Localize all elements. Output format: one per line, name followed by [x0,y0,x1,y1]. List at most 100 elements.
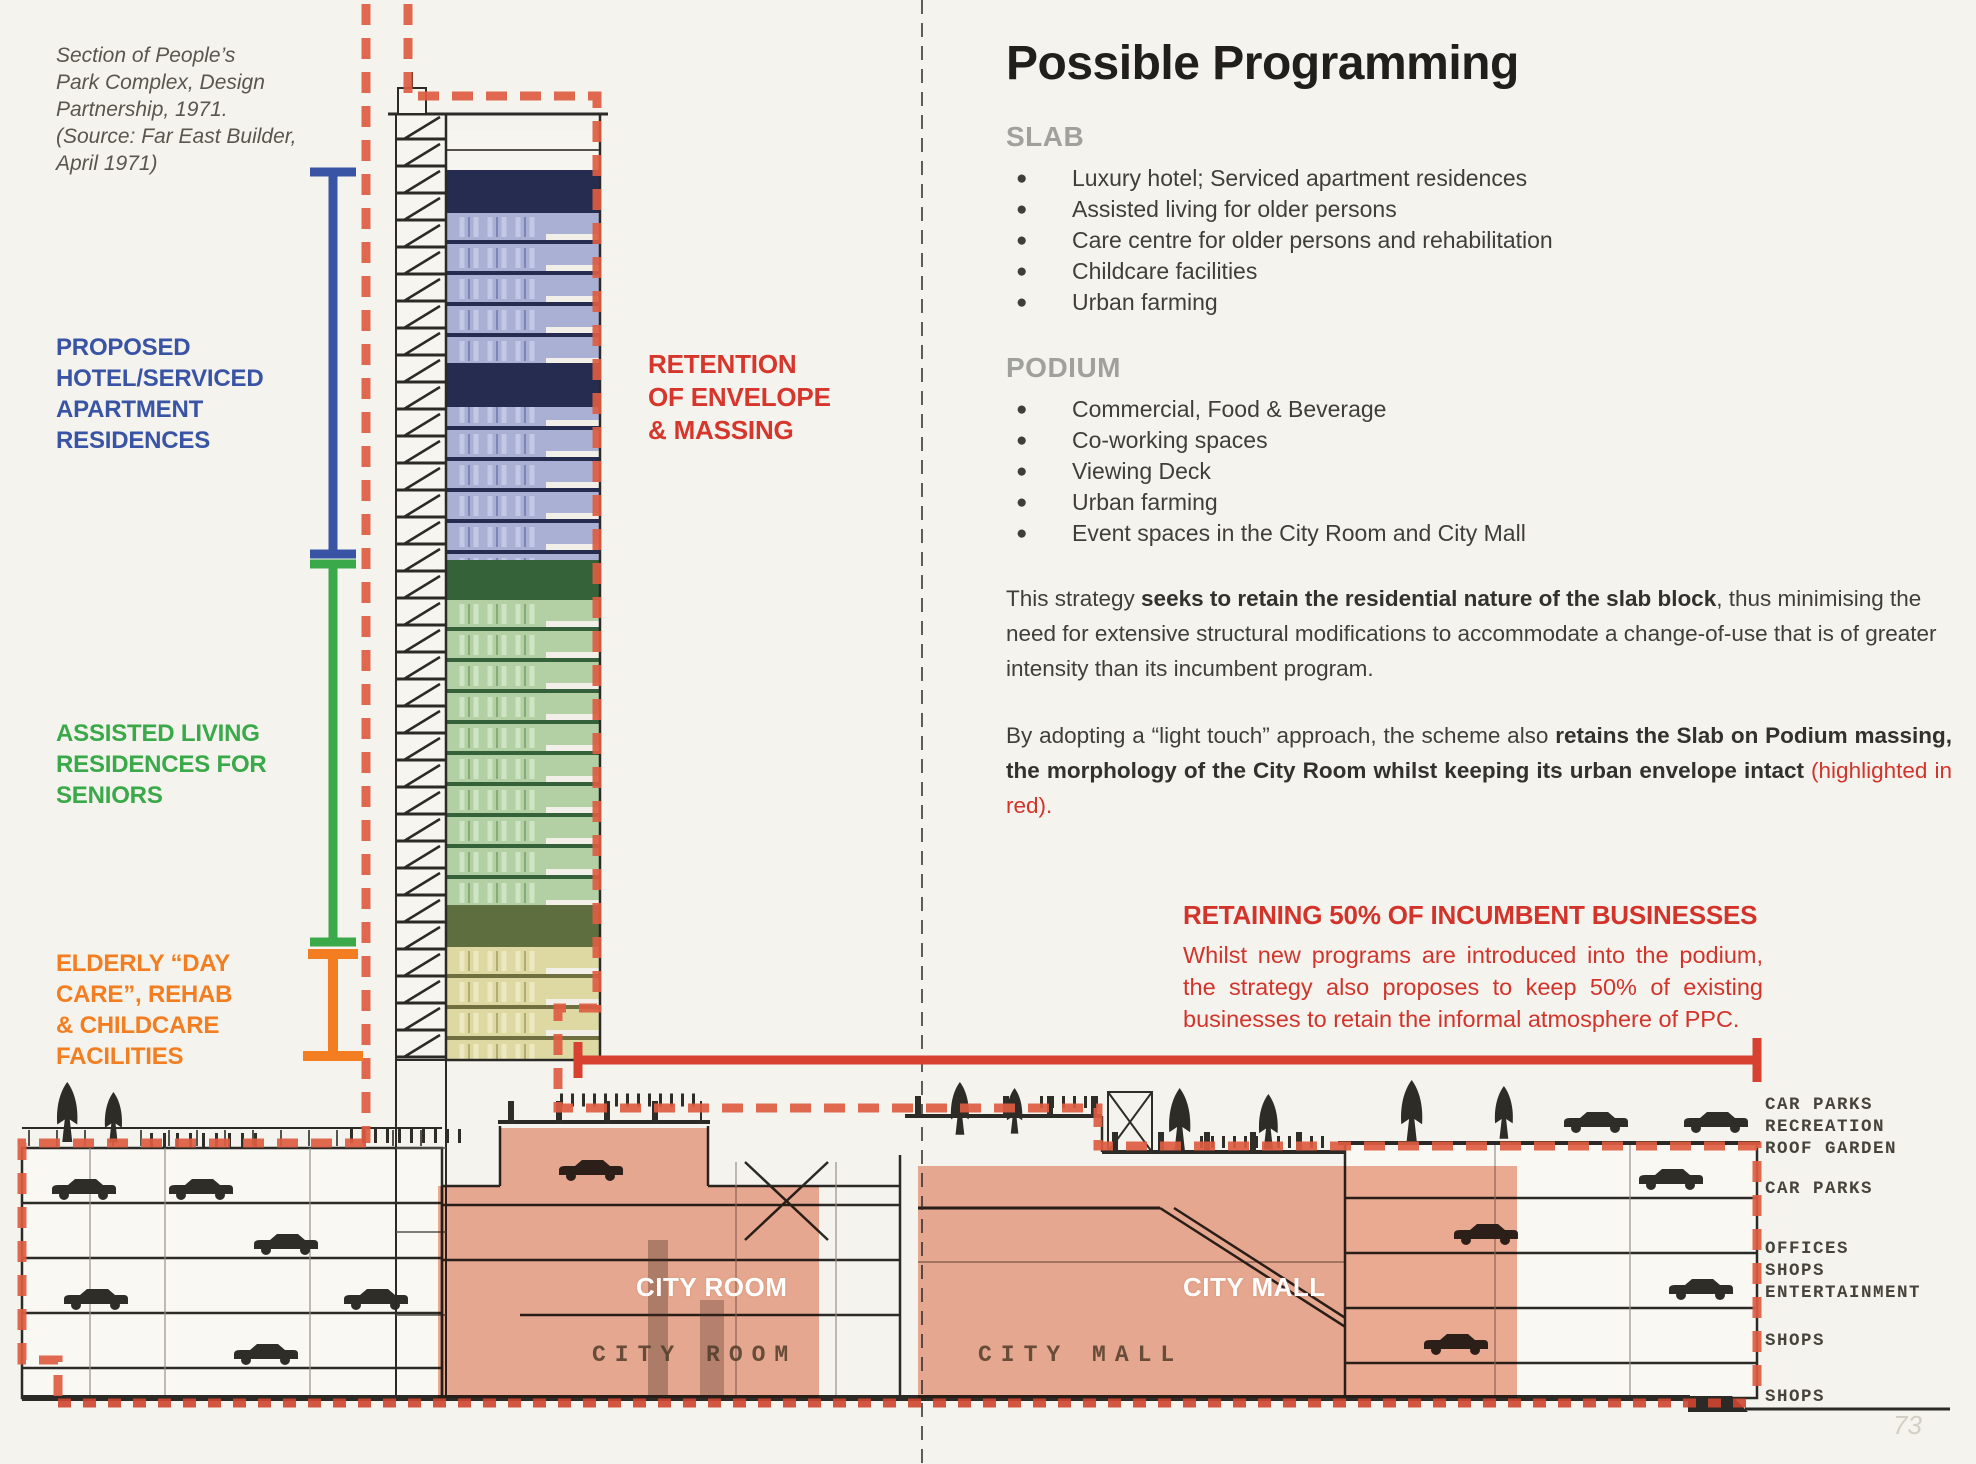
retaining-businesses-note: RETAINING 50% OF INCUMBENT BUSINESSES Wh… [1183,900,1763,1035]
list-item-label: Urban farming [1072,489,1218,515]
floor-label-line: SHOPS [1765,1387,1826,1407]
text-run: , thus minimising the need for extensive… [1006,586,1937,681]
floor-label-shops-upper: SHOPS [1765,1330,1825,1352]
text-run: This strategy [1006,586,1142,611]
bullet-icon: ● [1016,292,1028,313]
label-line: & CHILDCARE [56,1012,220,1039]
bullet-icon: ● [1016,430,1028,451]
bullet-icon: ● [1016,168,1028,189]
list-item: ● Commercial, Food & Beverage [1006,394,1952,425]
light-touch-paragraph: By adopting a “light touch” approach, th… [1006,718,1952,823]
label-line: FACILITIES [56,1043,184,1070]
list-item-label: Assisted living for older persons [1072,196,1397,222]
slab-list: ● Luxury hotel; Serviced apartment reside… [1006,163,1952,318]
list-item-label: Care centre for older persons and rehabi… [1072,227,1553,253]
retaining-heading: RETAINING 50% OF INCUMBENT BUSINESSES [1183,900,1758,930]
salmon-highlight-overlays [438,1128,1517,1398]
label-line: SENIORS [56,782,163,809]
list-item: ● Viewing Deck [1006,456,1952,487]
list-item: ● Co-working spaces [1006,425,1952,456]
caption-line: (Source: Far East Builder, [56,125,297,148]
floor-label-roof: CAR PARKS RECREATION ROOF GARDEN [1765,1094,1897,1160]
label-retention-envelope: RETENTION OF ENVELOPE & MASSING [648,348,831,447]
label-line: ASSISTED LIVING [56,720,260,747]
podium-list: ● Commercial, Food & Beverage ● Co-working… [1006,394,1952,549]
list-item-label: Co-working spaces [1072,427,1268,453]
label-line: RESIDENCES FOR [56,751,267,778]
caption-line: April 1971) [56,152,158,175]
envelope-dashed-outline [17,4,1762,1408]
bullet-icon: ● [1016,399,1028,420]
bracket-hotel-blue [310,167,356,559]
floor-label-line: ROOF GARDEN [1765,1139,1898,1159]
floor-label-carparks: CAR PARKS [1765,1178,1873,1200]
bullet-icon: ● [1016,199,1028,220]
list-item: ● Urban farming [1006,487,1952,518]
city-room-overlay-label: CITY ROOM [636,1272,788,1302]
floor-label-line: SHOPS [1765,1261,1826,1281]
floor-label-line: CAR PARKS [1765,1095,1874,1115]
list-item: ● Event spaces in the City Room and City … [1006,518,1952,549]
floor-label-line: RECREATION [1765,1117,1886,1137]
text-run-red-bold: retains the Slab on Podium massing, the … [1006,723,1952,783]
retaining-body: Whilst new programs are introduced into … [1183,942,1763,1032]
bullet-icon: ● [1016,461,1028,482]
caption-line: Partnership, 1971. [56,98,228,121]
city-mall-plan-label: CITY MALL [978,1342,1184,1368]
label-hotel-serviced-apartment: PROPOSED HOTEL/SERVICED APARTMENT RESIDE… [56,332,264,456]
strategy-paragraph: This strategy seeks to retain the reside… [1006,581,1952,686]
label-line: & MASSING [648,415,794,445]
list-item-label: Commercial, Food & Beverage [1072,396,1387,422]
label-line: APARTMENT [56,396,204,423]
floor-label-shops-lower: SHOPS [1765,1386,1825,1408]
city-mall-overlay-label: CITY MALL [1183,1272,1326,1302]
text-run-bold: seeks to retain the residential nature o… [1141,586,1717,611]
floor-label-offices: OFFICES SHOPS ENTERTAINMENT [1765,1238,1921,1304]
bullet-icon: ● [1016,523,1028,544]
slab-heading: SLAB [1006,121,1085,152]
label-line: HOTEL/SERVICED [56,365,264,392]
label-line: ELDERLY “DAY [56,950,231,977]
bracket-seniors-green [310,559,356,947]
list-item-label: Event spaces in the City Room and City M… [1072,520,1526,546]
list-item: ● Assisted living for older persons [1006,194,1952,225]
list-item: ● Luxury hotel; Serviced apartment reside… [1006,163,1952,194]
floor-label-line: SHOPS [1765,1331,1826,1351]
list-item: ● Urban farming [1006,287,1952,318]
bullet-icon: ● [1016,492,1028,513]
podium-heading: PODIUM [1006,352,1121,383]
list-item-label: Urban farming [1072,289,1218,315]
bracket-elderly-orange [303,949,363,1061]
label-assisted-living: ASSISTED LIVING RESIDENCES FOR SENIORS [56,718,267,811]
list-item: ● Childcare facilities [1006,256,1952,287]
bullet-icon: ● [1016,230,1028,251]
list-item-label: Viewing Deck [1072,458,1211,484]
label-line: RESIDENCES [56,427,211,454]
list-item-label: Childcare facilities [1072,258,1258,284]
label-line: OF ENVELOPE [648,382,831,412]
text-run: By adopting a “light touch” approach, th… [1006,723,1556,748]
label-line: CARE”, REHAB [56,981,233,1008]
list-item: ● Care centre for older persons and rehab… [1006,225,1952,256]
label-line: RETENTION [648,349,797,379]
programming-panel: Possible Programming SLAB ● Luxury hotel;… [1006,36,1952,823]
label-line: PROPOSED [56,334,191,361]
bracket-retaining-red [573,1038,1762,1082]
podium-carpark-left [20,1082,444,1400]
caption-line: Section of People’s [56,44,236,67]
figure-caption: Section of People’s Park Complex, Design… [56,42,326,177]
city-room-plan-label: CITY ROOM [592,1342,798,1368]
page-number: 73 [1893,1410,1922,1440]
page-title: Possible Programming [1006,37,1519,90]
list-item-label: Luxury hotel; Serviced apartment residen… [1072,165,1528,191]
bullet-icon: ● [1016,261,1028,282]
floor-label-line: ENTERTAINMENT [1765,1283,1922,1303]
tower-slab [388,72,608,1398]
floor-label-line: CAR PARKS [1765,1179,1874,1199]
label-elderly-daycare: ELDERLY “DAY CARE”, REHAB & CHILDCARE FA… [56,948,232,1072]
text-run-red: (highlighted in red). [1006,758,1952,818]
caption-line: Park Complex, Design [56,71,265,94]
floor-label-line: OFFICES [1765,1239,1850,1259]
